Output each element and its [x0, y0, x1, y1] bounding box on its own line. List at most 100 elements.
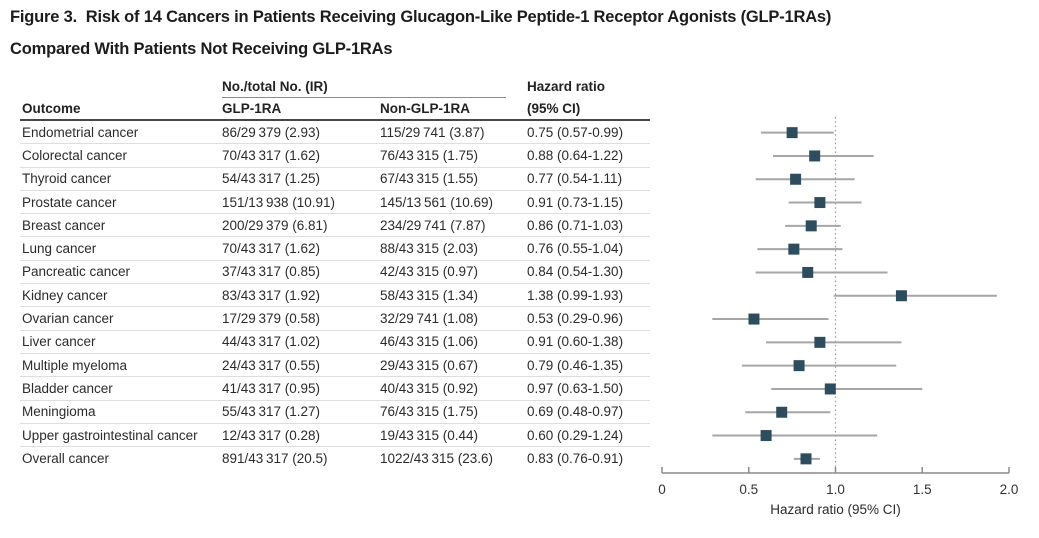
- spanner-rule: [222, 97, 506, 98]
- figure-title-line-1: Figure 3. Risk of 14 Cancers in Patients…: [10, 8, 832, 26]
- non-glp1ra-cell: 42/43 315 (0.97): [380, 264, 479, 280]
- outcome-table-body: Endometrial cancer 86/29 379 (2.93) 115/29…: [20, 121, 650, 470]
- hr-cell: 0.91 (0.73-1.15): [527, 194, 624, 210]
- spanner-header-no-total-ir: No./total No. (IR): [222, 79, 328, 94]
- outcome-cell: Meningioma: [22, 404, 96, 420]
- hr-marker: [805, 220, 817, 232]
- table-row: Overall cancer 891/43 317 (20.5) 1022/43 3…: [20, 447, 650, 470]
- outcome-cell: Breast cancer: [22, 217, 106, 233]
- non-glp1ra-cell: 58/43 315 (1.34): [380, 287, 479, 303]
- hr-marker: [809, 150, 821, 162]
- x-axis-tick-label: 0.5: [739, 482, 758, 497]
- hr-cell: 0.75 (0.57-0.99): [527, 124, 624, 140]
- hr-marker: [895, 290, 907, 302]
- hr-cell: 1.38 (0.99-1.93): [527, 287, 624, 303]
- hr-marker: [748, 313, 760, 325]
- outcome-cell: Prostate cancer: [22, 194, 117, 210]
- hr-marker: [786, 127, 798, 139]
- glp1ra-cell: 12/43 317 (0.28): [222, 427, 321, 443]
- table-row: Upper gastrointestinal cancer 12/43 317 (…: [20, 424, 650, 448]
- hr-marker: [814, 336, 826, 348]
- outcome-cell: Liver cancer: [22, 334, 96, 350]
- hr-marker: [788, 243, 800, 255]
- hr-cell: 0.91 (0.60-1.38): [527, 334, 624, 350]
- hr-marker: [776, 406, 788, 418]
- hr-marker: [814, 197, 826, 209]
- x-axis-label: Hazard ratio (95% CI): [770, 502, 901, 517]
- hr-cell: 0.60 (0.29-1.24): [527, 427, 624, 443]
- non-glp1ra-cell: 115/29 741 (3.87): [380, 124, 485, 140]
- table-row: Liver cancer 44/43 317 (1.02) 46/43 315 (1…: [20, 331, 650, 354]
- hr-marker: [760, 430, 772, 442]
- table-row: Kidney cancer 83/43 317 (1.92) 58/43 315 (…: [20, 284, 650, 308]
- non-glp1ra-cell: 1022/43 315 (23.6): [380, 451, 494, 467]
- glp1ra-cell: 17/29 379 (0.58): [222, 311, 321, 327]
- outcome-cell: Kidney cancer: [22, 287, 108, 303]
- non-glp1ra-cell: 32/29 741 (1.08): [380, 311, 479, 327]
- hr-marker: [793, 360, 805, 372]
- hr-marker: [790, 173, 802, 185]
- hr-cell: 0.97 (0.63-1.50): [527, 380, 624, 396]
- glp1ra-cell: 37/43 317 (0.85): [222, 264, 321, 280]
- glp1ra-cell: 83/43 317 (1.92): [222, 287, 321, 303]
- hr-marker: [800, 453, 812, 465]
- hr-cell: 0.53 (0.29-0.96): [527, 311, 624, 327]
- column-header-hazard-ratio-line1: Hazard ratio: [527, 79, 606, 94]
- column-header-glp1ra: GLP-1RA: [222, 101, 282, 116]
- table-row: Lung cancer 70/43 317 (1.62) 88/43 315 (2.…: [20, 237, 650, 261]
- outcome-cell: Bladder cancer: [22, 380, 113, 396]
- table-row: Pancreatic cancer 37/43 317 (0.85) 42/43 3…: [20, 261, 650, 285]
- hr-cell: 0.69 (0.48-0.97): [527, 404, 624, 420]
- non-glp1ra-cell: 145/13 561 (10.69): [380, 194, 494, 210]
- column-header-hazard-ratio-line2: (95% CI): [527, 101, 581, 116]
- hr-marker: [824, 383, 836, 395]
- table-row: Bladder cancer 41/43 317 (0.95) 40/43 315 …: [20, 377, 650, 401]
- hr-cell: 0.86 (0.71-1.03): [527, 217, 624, 233]
- glp1ra-cell: 44/43 317 (1.02): [222, 334, 321, 350]
- hr-cell: 0.77 (0.54-1.11): [527, 171, 623, 187]
- non-glp1ra-cell: 76/43 315 (1.75): [380, 404, 479, 420]
- outcome-cell: Upper gastrointestinal cancer: [22, 427, 198, 443]
- glp1ra-cell: 151/13 938 (10.91): [222, 194, 336, 210]
- table-row: Meningioma 55/43 317 (1.27) 76/43 315 (1.7…: [20, 401, 650, 424]
- non-glp1ra-cell: 46/43 315 (1.06): [380, 334, 479, 350]
- table-header-rule: [20, 119, 650, 121]
- glp1ra-cell: 891/43 317 (20.5): [222, 451, 328, 467]
- hr-cell: 0.79 (0.46-1.35): [527, 357, 624, 373]
- glp1ra-cell: 41/43 317 (0.95): [222, 380, 321, 396]
- glp1ra-cell: 70/43 317 (1.62): [222, 241, 321, 257]
- x-axis-tick-label: 2.0: [1000, 482, 1019, 497]
- table-row: Breast cancer 200/29 379 (6.81) 234/29 741…: [20, 214, 650, 238]
- column-header-outcome: Outcome: [22, 101, 81, 116]
- table-row: Multiple myeloma 24/43 317 (0.55) 29/43 31…: [20, 354, 650, 378]
- outcome-cell: Thyroid cancer: [22, 171, 112, 187]
- table-row: Endometrial cancer 86/29 379 (2.93) 115/29…: [20, 121, 650, 145]
- outcome-cell: Colorectal cancer: [22, 147, 128, 163]
- x-axis-tick-label: 1.0: [826, 482, 845, 497]
- table-row: Prostate cancer 151/13 938 (10.91) 145/13 …: [20, 191, 650, 215]
- glp1ra-cell: 200/29 379 (6.81): [222, 217, 328, 233]
- glp1ra-cell: 24/43 317 (0.55): [222, 357, 321, 373]
- non-glp1ra-cell: 76/43 315 (1.75): [380, 147, 479, 163]
- hr-cell: 0.88 (0.64-1.22): [527, 147, 624, 163]
- hr-cell: 0.84 (0.54-1.30): [527, 264, 624, 280]
- glp1ra-cell: 54/43 317 (1.25): [222, 171, 321, 187]
- non-glp1ra-cell: 19/43 315 (0.44): [380, 427, 479, 443]
- hr-marker: [802, 266, 814, 278]
- column-header-non-glp1ra: Non-GLP-1RA: [380, 101, 470, 116]
- outcome-cell: Overall cancer: [22, 451, 110, 467]
- x-axis-tick-label: 1.5: [913, 482, 932, 497]
- outcome-cell: Endometrial cancer: [22, 124, 139, 140]
- x-axis-tick-label: 0: [658, 482, 666, 497]
- table-row: Colorectal cancer 70/43 317 (1.62) 76/43 3…: [20, 144, 650, 168]
- table-row: Ovarian cancer 17/29 379 (0.58) 32/29 741 …: [20, 307, 650, 331]
- non-glp1ra-cell: 234/29 741 (7.87): [380, 217, 486, 233]
- glp1ra-cell: 55/43 317 (1.27): [222, 404, 321, 420]
- outcome-cell: Multiple myeloma: [22, 357, 128, 373]
- forest-plot: 0 0.5 1.0 1.5 2.0 Hazard ratio (95% CI): [658, 117, 1019, 517]
- hr-cell: 0.83 (0.76-0.91): [527, 451, 624, 467]
- outcome-cell: Pancreatic cancer: [22, 264, 131, 280]
- non-glp1ra-cell: 67/43 315 (1.55): [380, 171, 479, 187]
- table-row: Thyroid cancer 54/43 317 (1.25) 67/43 315 …: [20, 168, 650, 191]
